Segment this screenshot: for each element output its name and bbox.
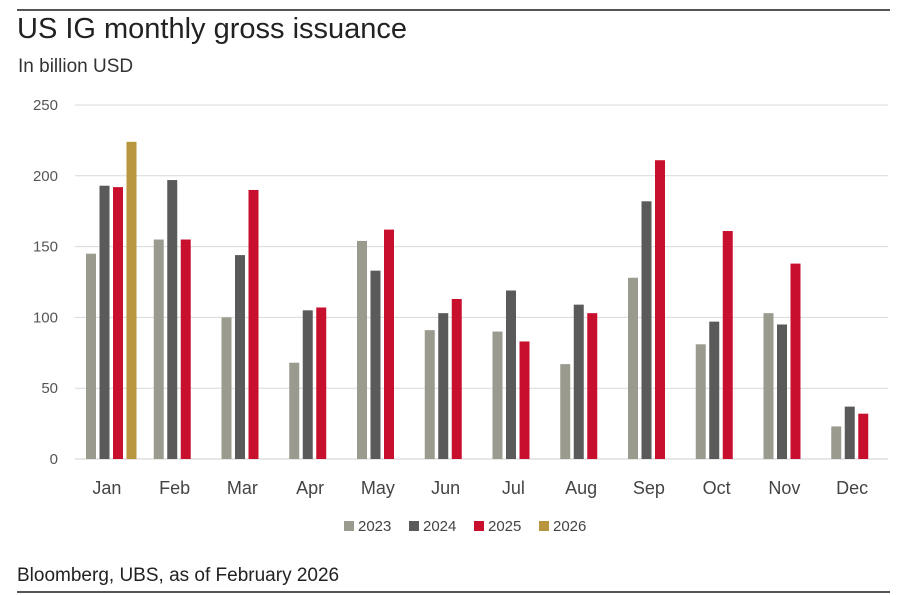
top-rule [17, 9, 890, 11]
bar-apr-2023 [289, 362, 300, 459]
bar-dec-2024 [844, 406, 855, 459]
y-tick-label-50: 50 [41, 380, 58, 397]
legend-swatch-2023 [344, 521, 354, 531]
x-tick-label-mar: Mar [227, 478, 258, 498]
x-tick-label-nov: Nov [768, 478, 800, 498]
bar-jun-2025 [451, 298, 462, 459]
bar-nov-2024 [777, 324, 787, 459]
source-note: Bloomberg, UBS, as of February 2026 [17, 565, 340, 586]
bar-may-2023 [357, 240, 367, 459]
x-tick-label-may: May [361, 478, 395, 498]
bar-aug-2025 [587, 313, 598, 459]
bar-jan-2025 [113, 187, 123, 460]
legend-label-2025: 2025 [488, 518, 521, 535]
bar-jun-2023 [424, 330, 435, 459]
x-tick-label-aug: Aug [565, 478, 597, 498]
legend-swatch-2025 [474, 521, 484, 531]
bar-mar-2024 [235, 255, 245, 459]
bar-chart: 0 50 100 150 200 250 Jan Feb Mar Apr May Jun Jul Aug S… [33, 97, 888, 535]
x-tick-label-oct: Oct [703, 478, 731, 498]
bar-oct-2023 [695, 344, 706, 459]
x-tick-label-jul: Jul [502, 478, 525, 498]
legend-swatch-2026 [539, 521, 549, 531]
legend-swatch-2024 [409, 521, 419, 531]
bar-aug-2024 [573, 304, 584, 459]
bar-feb-2023 [153, 239, 164, 459]
x-tick-label-sep: Sep [633, 478, 665, 498]
bar-nov-2025 [790, 263, 801, 459]
x-tick-label-feb: Feb [159, 478, 190, 498]
legend-label-2026: 2026 [553, 518, 586, 535]
y-tick-label-0: 0 [50, 451, 58, 468]
bar-jun-2024 [438, 313, 449, 459]
bar-jul-2025 [519, 341, 530, 459]
bar-jan-2023 [86, 253, 96, 459]
bar-dec-2023 [831, 426, 842, 459]
bar-jan-2026 [126, 141, 137, 460]
y-tick-label-100: 100 [33, 309, 58, 326]
bar-may-2025 [384, 229, 394, 459]
bar-apr-2025 [316, 307, 327, 459]
y-tick-label-250: 250 [33, 97, 58, 114]
bar-sep-2024 [641, 201, 652, 459]
bar-may-2024 [370, 270, 381, 459]
x-tick-label-dec: Dec [836, 478, 868, 498]
bar-mar-2023 [221, 317, 232, 459]
bottom-rule [17, 591, 890, 593]
bar-sep-2025 [655, 160, 665, 459]
bar-oct-2024 [709, 321, 720, 459]
legend-label-2023: 2023 [358, 518, 391, 535]
bar-sep-2023 [628, 277, 638, 459]
bar-apr-2024 [302, 310, 313, 459]
bar-nov-2023 [763, 313, 774, 459]
chart-subtitle: In billion USD [18, 56, 134, 77]
bar-jul-2023 [492, 331, 503, 459]
bar-oct-2025 [722, 231, 733, 459]
y-tick-label-150: 150 [33, 239, 58, 256]
bar-jul-2024 [506, 290, 516, 459]
bar-feb-2025 [180, 239, 191, 459]
bar-jan-2024 [99, 185, 110, 459]
bar-feb-2024 [167, 180, 178, 459]
y-tick-label-200: 200 [33, 168, 58, 185]
bar-aug-2023 [560, 364, 571, 459]
x-tick-label-jun: Jun [431, 478, 460, 498]
legend-label-2024: 2024 [423, 518, 456, 535]
x-tick-label-jan: Jan [92, 478, 121, 498]
bar-mar-2025 [248, 189, 259, 459]
chart-title: US IG monthly gross issuance [17, 13, 408, 45]
bar-dec-2025 [858, 413, 869, 459]
x-tick-label-apr: Apr [296, 478, 324, 498]
